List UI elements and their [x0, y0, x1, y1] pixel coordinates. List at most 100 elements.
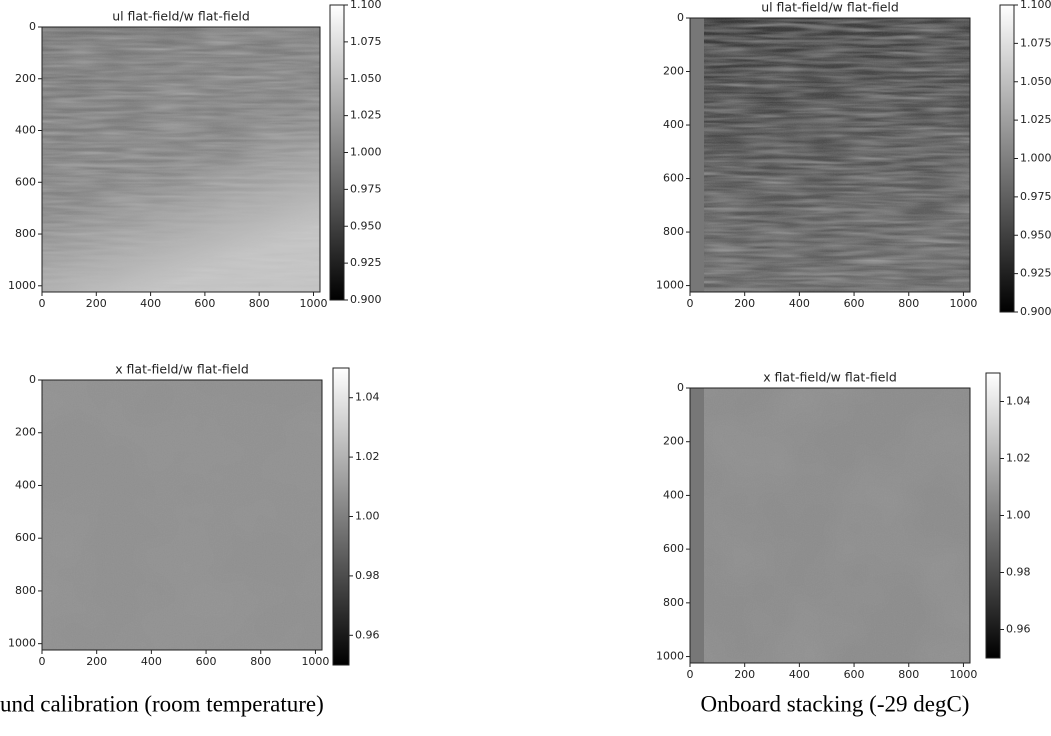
colorbar-tick-label: 0.900	[1020, 305, 1051, 318]
panel: x flat-field/w flat-field 0 200 400 600 800 10…	[8, 362, 380, 669]
panel-title: x flat-field/w flat-field	[763, 370, 897, 385]
y-tick-label: 800	[15, 227, 36, 240]
colorbar-tick-label: 0.975	[350, 182, 382, 195]
x-tick-label: 0	[39, 655, 46, 668]
panel: ul flat-field/w flat-field 0 200 400 600 800 1…	[8, 0, 382, 310]
x-tick-label: 800	[898, 668, 919, 681]
x-tick-label: 400	[789, 668, 810, 681]
colorbar-tick-label: 1.050	[1020, 75, 1051, 88]
y-tick-label: 1000	[8, 279, 36, 292]
colorbar-tick-label: 0.950	[1020, 228, 1051, 241]
panel-title: ul flat-field/w flat-field	[112, 9, 250, 24]
image-frame	[689, 387, 971, 664]
x-tick-label: 800	[898, 297, 919, 310]
colorbar-tick-label: 1.100	[350, 0, 382, 11]
y-tick-label: 800	[663, 596, 684, 609]
colorbar-tick-label: 1.02	[355, 450, 380, 463]
panel-title: ul flat-field/w flat-field	[761, 0, 899, 15]
y-tick-label: 1000	[8, 637, 36, 650]
y-tick-label: 200	[15, 72, 36, 85]
x-tick-label: 200	[734, 297, 755, 310]
image-noise	[42, 380, 322, 650]
y-tick-label: 0	[677, 381, 684, 394]
colorbar-tick-label: 1.075	[350, 35, 382, 48]
x-tick-label: 0	[687, 297, 694, 310]
x-tick-label: 600	[844, 668, 865, 681]
x-tick-label: 400	[140, 297, 161, 310]
colorbar	[999, 4, 1015, 313]
y-tick-label: 800	[15, 584, 36, 597]
y-tick-label: 200	[663, 65, 684, 78]
y-tick-label: 800	[663, 225, 684, 238]
x-tick-label: 200	[86, 655, 107, 668]
x-tick-label: 800	[249, 297, 270, 310]
colorbar-tick-label: 0.96	[355, 628, 380, 641]
y-tick-label: 600	[15, 175, 36, 188]
x-tick-label: 200	[734, 668, 755, 681]
colorbar-tick-label: 0.975	[1020, 190, 1051, 203]
panel: ul flat-field/w flat-field 0 200 400 600 800 1…	[656, 0, 1051, 318]
image-frame	[689, 17, 971, 293]
x-tick-label: 400	[141, 655, 162, 668]
colorbar	[985, 372, 1001, 659]
x-tick-label: 0	[687, 668, 694, 681]
colorbar-tick-label: 0.96	[1006, 623, 1031, 636]
y-tick-label: 600	[663, 542, 684, 555]
y-tick-label: 200	[15, 426, 36, 439]
panel-title: x flat-field/w flat-field	[115, 362, 249, 377]
x-tick-label: 800	[250, 655, 271, 668]
colorbar-tick-label: 1.04	[355, 391, 380, 404]
y-tick-label: 200	[663, 435, 684, 448]
x-tick-label: 400	[789, 297, 810, 310]
x-tick-label: 1000	[949, 297, 977, 310]
colorbar-tick-label: 0.900	[350, 293, 382, 306]
colorbar-tick-label: 1.025	[350, 109, 382, 122]
y-tick-label: 0	[29, 20, 36, 33]
y-tick-label: 600	[663, 172, 684, 185]
colorbar-tick-label: 1.04	[1006, 395, 1031, 408]
x-tick-label: 600	[194, 297, 215, 310]
x-tick-label: 600	[196, 655, 217, 668]
x-tick-label: 0	[39, 297, 46, 310]
image-noise	[690, 18, 970, 292]
colorbar-tick-label: 1.025	[1020, 113, 1051, 126]
caption: und calibration (room temperature)	[0, 691, 324, 716]
x-tick-label: 1000	[299, 297, 327, 310]
image-frame	[41, 379, 323, 651]
y-tick-label: 400	[663, 118, 684, 131]
x-tick-label: 1000	[949, 668, 977, 681]
image-strip	[690, 388, 704, 663]
colorbar-tick-label: 1.100	[1020, 0, 1051, 11]
y-tick-label: 0	[29, 373, 36, 386]
colorbar-tick-label: 1.000	[1020, 152, 1051, 165]
image-noise	[690, 388, 970, 663]
caption: Onboard stacking (-29 degC)	[701, 691, 970, 716]
y-tick-label: 1000	[656, 279, 684, 292]
image-strip	[690, 18, 704, 292]
panel: x flat-field/w flat-field 0 200 400 600 800 10…	[656, 370, 1031, 682]
y-tick-label: 0	[677, 11, 684, 24]
x-tick-label: 200	[86, 297, 107, 310]
y-tick-label: 400	[15, 124, 36, 137]
colorbar-tick-label: 0.950	[350, 219, 382, 232]
colorbar-tick-label: 0.98	[1006, 566, 1031, 579]
colorbar-tick-label: 1.00	[1006, 509, 1031, 522]
y-tick-label: 400	[663, 488, 684, 501]
colorbar-tick-label: 0.925	[350, 256, 382, 269]
y-tick-label: 1000	[656, 650, 684, 663]
x-tick-label: 600	[844, 297, 865, 310]
y-tick-label: 400	[15, 478, 36, 491]
colorbar-tick-label: 1.02	[1006, 452, 1031, 465]
colorbar-tick-label: 1.00	[355, 510, 380, 523]
x-tick-label: 1000	[301, 655, 329, 668]
colorbar	[329, 4, 345, 301]
colorbar-tick-label: 0.925	[1020, 267, 1051, 280]
image-frame	[41, 26, 321, 293]
image-noise	[42, 27, 320, 292]
y-tick-label: 600	[15, 531, 36, 544]
colorbar-tick-label: 1.075	[1020, 36, 1051, 49]
colorbar-tick-label: 0.98	[355, 569, 380, 582]
colorbar-tick-label: 1.000	[350, 146, 382, 159]
colorbar-tick-label: 1.050	[350, 72, 382, 85]
